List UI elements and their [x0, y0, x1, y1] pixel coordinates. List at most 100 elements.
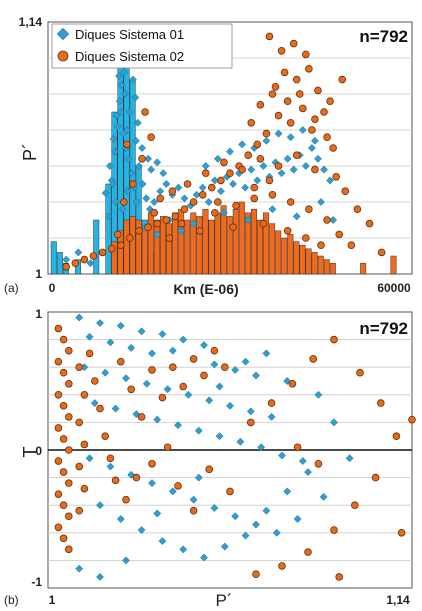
point-sistema-02: [214, 198, 222, 206]
point-sistema-02: [179, 382, 188, 391]
point-sistema-01: [106, 338, 115, 347]
point-sistema-01: [115, 97, 124, 106]
point-sistema-01: [174, 183, 183, 192]
point-sistema-01: [153, 415, 162, 424]
point-sistema-02: [286, 119, 295, 127]
point-sistema-02: [59, 402, 68, 410]
point-sistema-02: [323, 133, 331, 142]
point-sistema-02: [311, 165, 319, 174]
point-sistema-01: [111, 198, 120, 206]
point-sistema-02: [85, 349, 94, 358]
point-sistema-02: [147, 133, 155, 142]
histogram-bar-sistema-02: [293, 241, 300, 275]
point-sistema-01: [128, 75, 137, 84]
point-sistema-01: [262, 506, 271, 515]
point-sistema-02: [123, 140, 131, 149]
point-sistema-02: [168, 187, 177, 196]
histogram-bar-sistema-01: [50, 241, 57, 275]
point-sistema-02: [377, 248, 386, 257]
point-sistema-02: [353, 205, 362, 214]
point-sistema-01: [125, 108, 134, 116]
point-sistema-02: [267, 399, 276, 407]
point-sistema-01: [96, 319, 104, 327]
point-sistema-01: [216, 187, 225, 196]
point-sistema-02: [226, 487, 234, 496]
point-sistema-02: [126, 234, 134, 242]
point-sistema-01: [241, 357, 250, 366]
point-sistema-01: [194, 473, 203, 482]
point-sistema-01: [142, 379, 151, 388]
point-sistema-01: [304, 468, 312, 477]
point-sistema-02: [65, 379, 73, 388]
legend-box: [51, 23, 233, 69]
point-sistema-01: [310, 136, 319, 145]
point-sistema-02: [371, 473, 380, 482]
point-sistema-02: [198, 191, 207, 199]
point-sistema-02: [268, 90, 277, 98]
point-sistema-02: [153, 219, 162, 228]
point-sistema-02: [200, 371, 208, 380]
panel-a-ylabel: P´: [20, 143, 40, 161]
point-sistema-02: [54, 424, 63, 432]
panel-a: 1,14 1 0 60000 (a) Km (E-06) P´ n=792 Di…: [4, 15, 413, 297]
point-sistema-01: [210, 504, 219, 512]
point-sistema-02: [221, 363, 229, 372]
point-sistema-02: [150, 209, 158, 217]
panel-b-grid: [48, 339, 412, 561]
point-sistema-01: [272, 528, 281, 537]
point-sistema-01: [153, 230, 162, 239]
point-sistema-02: [250, 183, 259, 192]
point-sistema-01: [124, 154, 133, 163]
point-sistema-01: [283, 487, 292, 496]
point-sistema-02: [250, 194, 259, 203]
histogram-bar-sistema-02: [147, 212, 154, 275]
point-sistema-01: [241, 531, 250, 540]
point-sistema-01: [133, 118, 142, 127]
point-sistema-02: [195, 227, 204, 235]
point-sistema-02: [252, 570, 260, 578]
point-sistema-01: [200, 553, 208, 562]
panel-a-label: (a): [4, 281, 19, 295]
legend-marker-sistema-02-icon: [57, 50, 69, 62]
histogram-bar-sistema-02: [178, 208, 185, 275]
histogram-bar-sistema-02: [172, 212, 179, 275]
point-sistema-01: [262, 349, 271, 358]
point-sistema-02: [75, 506, 83, 515]
point-sistema-02: [59, 501, 68, 510]
histogram-bar-sistema-02: [123, 219, 130, 275]
point-sistema-01: [192, 190, 201, 199]
histogram-bar-sistema-02: [360, 262, 367, 275]
point-sistema-02: [54, 390, 63, 399]
point-sistema-02: [217, 176, 225, 185]
point-sistema-01: [144, 154, 153, 163]
panel-b-xlabel: P´: [216, 591, 233, 610]
point-sistema-01: [231, 366, 240, 374]
point-sistema-01: [268, 205, 277, 214]
panel-b-ytick-min: -1: [31, 575, 42, 589]
point-sistema-01: [215, 382, 224, 391]
point-sistema-02: [220, 158, 228, 167]
point-sistema-01: [289, 165, 298, 174]
point-sistema-02: [226, 169, 234, 178]
point-sistema-01: [283, 154, 292, 163]
point-sistema-02: [302, 234, 310, 242]
point-sistema-02: [320, 108, 328, 116]
point-sistema-01: [101, 368, 110, 377]
point-sistema-02: [169, 363, 177, 372]
point-sistema-01: [205, 396, 214, 405]
point-sistema-02: [356, 368, 364, 377]
point-sistema-02: [338, 75, 347, 84]
point-sistema-01: [330, 418, 338, 427]
point-sistema-02: [292, 151, 301, 160]
point-sistema-01: [118, 205, 127, 214]
point-sistema-02: [183, 180, 192, 188]
point-sistema-02: [111, 476, 120, 485]
legend-label-sistema-02: Diques Sistema 02: [75, 49, 184, 64]
point-sistema-02: [244, 151, 253, 160]
panel-b-points: [54, 313, 416, 581]
point-sistema-02: [277, 46, 286, 55]
point-sistema-01: [75, 564, 84, 573]
point-sistema-02: [98, 248, 107, 257]
point-sistema-01: [112, 111, 121, 120]
point-sistema-02: [91, 377, 99, 385]
